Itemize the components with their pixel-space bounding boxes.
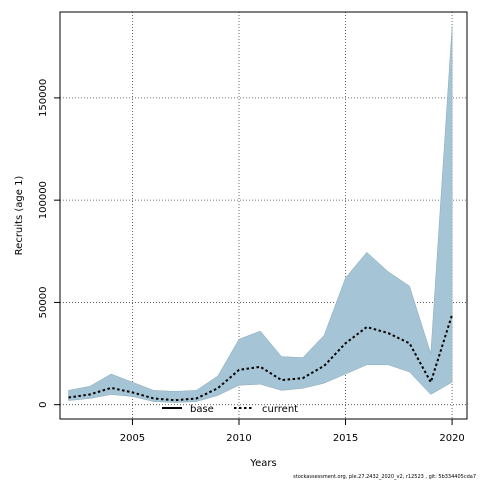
legend-label-base: base [190,404,214,415]
legend: base current [162,404,298,415]
y-axis-title: Recruits (age 1) [14,176,25,256]
x-tick-label-2010: 2010 [226,433,251,444]
y-tick-label-0: 0 [38,401,49,407]
y-tick-label-150000: 150000 [38,79,49,117]
y-tick-label-50000: 50000 [38,287,49,319]
legend-label-current: current [262,404,298,415]
x-axis-title: Years [249,458,276,469]
series-line-current [68,314,454,402]
plot-frame [59,11,468,420]
x-axis: 2005 2010 2015 2020 [120,419,465,444]
x-tick-label-2005: 2005 [120,433,145,444]
x-tick-label-2020: 2020 [439,433,464,444]
y-tick-label-100000: 100000 [38,181,49,219]
confidence-band [68,26,453,403]
footer-note: stockassessment.org, ple.27.2432_2020_v2… [293,474,476,480]
y-axis: 0 50000 100000 150000 [38,79,60,408]
x-tick-label-2015: 2015 [333,433,358,444]
